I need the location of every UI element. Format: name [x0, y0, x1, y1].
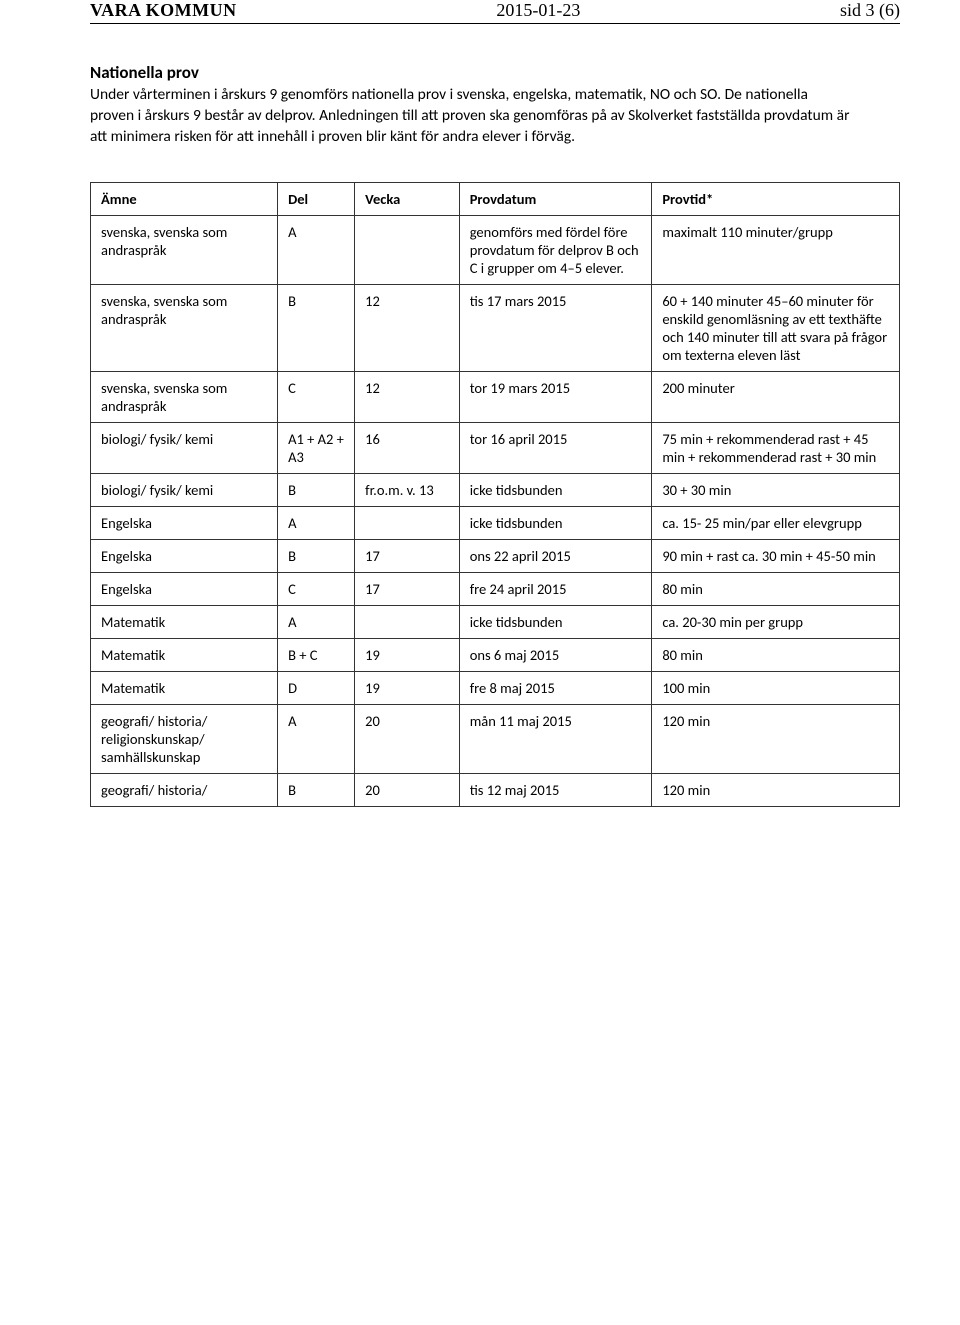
table-cell: B	[278, 539, 355, 572]
table-cell: icke tidsbunden	[459, 605, 652, 638]
th-provtid: Provtid*	[652, 182, 900, 215]
table-cell: C	[278, 371, 355, 422]
table-cell: Matematik	[91, 605, 278, 638]
table-row: geografi/ historia/ religionskunskap/ sa…	[91, 704, 900, 773]
table-body: svenska, svenska som andraspråkAgenomför…	[91, 215, 900, 806]
intro-section: Nationella prov Under vårterminen i årsk…	[90, 62, 900, 148]
table-row: MatematikB + C19ons 6 maj 201580 min	[91, 638, 900, 671]
table-cell: 75 min + rekommenderad rast + 45 min + r…	[652, 422, 900, 473]
table-cell: 19	[355, 671, 460, 704]
header-page: sid 3 (6)	[840, 0, 900, 21]
table-cell: ons 22 april 2015	[459, 539, 652, 572]
table-cell: biologi/ fysik/ kemi	[91, 422, 278, 473]
table-cell: Engelska	[91, 539, 278, 572]
table-row: biologi/ fysik/ kemiA1 + A2 + A316tor 16…	[91, 422, 900, 473]
table-row: svenska, svenska som andraspråkAgenomför…	[91, 215, 900, 284]
table-cell: tor 16 april 2015	[459, 422, 652, 473]
table-cell	[355, 506, 460, 539]
table-cell: 120 min	[652, 704, 900, 773]
schedule-table: Ämne Del Vecka Provdatum Provtid* svensk…	[90, 182, 900, 807]
table-cell: mån 11 maj 2015	[459, 704, 652, 773]
table-cell: 20	[355, 704, 460, 773]
table-cell: 19	[355, 638, 460, 671]
table-cell: icke tidsbunden	[459, 473, 652, 506]
table-cell: Engelska	[91, 572, 278, 605]
table-row: MatematikD19fre 8 maj 2015100 min	[91, 671, 900, 704]
table-cell: ca. 20-30 min per grupp	[652, 605, 900, 638]
table-cell: 17	[355, 572, 460, 605]
table-cell: A	[278, 605, 355, 638]
table-cell: icke tidsbunden	[459, 506, 652, 539]
table-row: EngelskaC17fre 24 april 201580 min	[91, 572, 900, 605]
table-cell: 200 minuter	[652, 371, 900, 422]
table-cell: A	[278, 215, 355, 284]
table-row: biologi/ fysik/ kemiBfr.o.m. v. 13icke t…	[91, 473, 900, 506]
table-cell: tis 12 maj 2015	[459, 773, 652, 806]
table-cell: B	[278, 773, 355, 806]
table-cell: 80 min	[652, 572, 900, 605]
table-cell: biologi/ fysik/ kemi	[91, 473, 278, 506]
table-cell: Matematik	[91, 671, 278, 704]
table-cell: svenska, svenska som andraspråk	[91, 371, 278, 422]
table-cell: 80 min	[652, 638, 900, 671]
table-cell: fre 8 maj 2015	[459, 671, 652, 704]
table-cell: svenska, svenska som andraspråk	[91, 215, 278, 284]
table-cell: C	[278, 572, 355, 605]
table-cell: 20	[355, 773, 460, 806]
table-cell: B + C	[278, 638, 355, 671]
table-row: svenska, svenska som andraspråkB12tis 17…	[91, 284, 900, 371]
table-cell: genomförs med fördel före provdatum för …	[459, 215, 652, 284]
page: VARA KOMMUN 2015-01-23 sid 3 (6) Natione…	[0, 0, 960, 837]
table-cell: tor 19 mars 2015	[459, 371, 652, 422]
table-cell: Matematik	[91, 638, 278, 671]
table-cell: B	[278, 284, 355, 371]
intro-text: Under vårterminen i årskurs 9 genomförs …	[90, 85, 850, 148]
table-cell: geografi/ historia/ religionskunskap/ sa…	[91, 704, 278, 773]
table-cell: 120 min	[652, 773, 900, 806]
table-cell: A	[278, 506, 355, 539]
table-cell: A	[278, 704, 355, 773]
table-cell: geografi/ historia/	[91, 773, 278, 806]
table-cell: 16	[355, 422, 460, 473]
table-row: geografi/ historia/B20tis 12 maj 2015120…	[91, 773, 900, 806]
th-provdatum: Provdatum	[459, 182, 652, 215]
th-vecka: Vecka	[355, 182, 460, 215]
table-cell: 30 + 30 min	[652, 473, 900, 506]
header-org: VARA KOMMUN	[90, 0, 237, 21]
table-cell: maximalt 110 minuter/grupp	[652, 215, 900, 284]
table-row: MatematikAicke tidsbundenca. 20-30 min p…	[91, 605, 900, 638]
table-cell: 12	[355, 284, 460, 371]
table-row: EngelskaAicke tidsbundenca. 15- 25 min/p…	[91, 506, 900, 539]
table-cell: 60 + 140 minuter 45–60 minuter för enski…	[652, 284, 900, 371]
table-cell: 12	[355, 371, 460, 422]
table-row: svenska, svenska som andraspråkC12tor 19…	[91, 371, 900, 422]
header-date: 2015-01-23	[496, 0, 580, 21]
table-cell: fr.o.m. v. 13	[355, 473, 460, 506]
table-cell: fre 24 april 2015	[459, 572, 652, 605]
table-cell: tis 17 mars 2015	[459, 284, 652, 371]
table-cell	[355, 215, 460, 284]
th-del: Del	[278, 182, 355, 215]
table-cell: B	[278, 473, 355, 506]
th-amne: Ämne	[91, 182, 278, 215]
table-cell	[355, 605, 460, 638]
table-row: EngelskaB17ons 22 april 201590 min + ras…	[91, 539, 900, 572]
table-cell: ons 6 maj 2015	[459, 638, 652, 671]
table-cell: ca. 15- 25 min/par eller elevgrupp	[652, 506, 900, 539]
table-cell: 17	[355, 539, 460, 572]
page-header: VARA KOMMUN 2015-01-23 sid 3 (6)	[90, 0, 900, 24]
intro-heading: Nationella prov	[90, 62, 900, 83]
table-header-row: Ämne Del Vecka Provdatum Provtid*	[91, 182, 900, 215]
table-cell: 100 min	[652, 671, 900, 704]
table-cell: A1 + A2 + A3	[278, 422, 355, 473]
table-cell: Engelska	[91, 506, 278, 539]
table-cell: D	[278, 671, 355, 704]
table-cell: svenska, svenska som andraspråk	[91, 284, 278, 371]
table-cell: 90 min + rast ca. 30 min + 45-50 min	[652, 539, 900, 572]
